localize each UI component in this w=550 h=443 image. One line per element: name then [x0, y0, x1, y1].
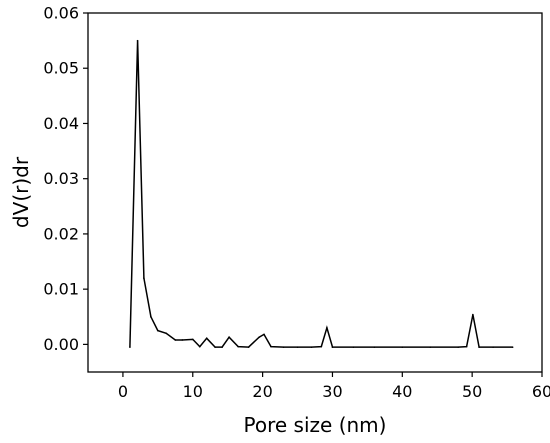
data-point: [331, 346, 334, 348]
data-point: [492, 346, 494, 348]
x-tick-label: 60: [532, 382, 550, 401]
data-point: [214, 346, 216, 348]
data-point: [326, 327, 328, 329]
data-point: [221, 346, 223, 348]
data-point: [401, 346, 404, 348]
x-axis-title: Pore size (nm): [244, 413, 387, 437]
x-tick-label: 40: [392, 382, 412, 401]
y-tick-label: 0.05: [43, 59, 79, 78]
data-point: [352, 346, 355, 348]
data-point: [150, 315, 152, 318]
data-point: [129, 346, 131, 348]
data-point: [472, 313, 474, 316]
series-layer: [129, 39, 514, 348]
x-axis: 0 10 20 30 40 50 60: [118, 372, 550, 401]
x-tick-label: 0: [118, 382, 128, 401]
data-point: [282, 346, 285, 348]
y-axis-title: dV(r)dr: [9, 156, 33, 228]
data-point: [310, 346, 313, 348]
y-tick-label: 0.04: [43, 114, 79, 133]
data-point: [270, 345, 272, 348]
data-point: [237, 345, 239, 348]
data-point: [478, 346, 480, 348]
data-point: [457, 346, 459, 348]
data-point: [205, 337, 208, 340]
data-point: [320, 345, 323, 348]
data-point: [258, 336, 260, 339]
y-tick-label: 0.00: [43, 335, 79, 354]
data-point: [228, 336, 230, 339]
y-tick-label: 0.01: [43, 280, 79, 299]
data-point: [165, 332, 168, 335]
series-line-0: [129, 40, 513, 348]
data-point: [247, 346, 250, 348]
y-tick-label: 0.06: [43, 4, 79, 23]
data-point: [465, 345, 468, 348]
data-point: [157, 329, 159, 332]
data-point: [136, 39, 139, 42]
plot-frame: [87, 12, 543, 373]
x-tick-label: 50: [462, 382, 482, 401]
data-point: [429, 346, 432, 348]
x-tick-label: 30: [322, 382, 342, 401]
data-point: [263, 333, 265, 336]
x-tick-label: 10: [183, 382, 203, 401]
data-point: [198, 345, 201, 348]
x-tick-label: 20: [252, 382, 272, 401]
data-point: [174, 339, 177, 341]
data-point: [511, 346, 514, 348]
y-axis: 0.00 0.01 0.02 0.03 0.04 0.05 0.06: [43, 4, 88, 354]
data-point: [373, 346, 376, 348]
y-tick-label: 0.02: [43, 224, 79, 243]
data-point: [181, 339, 184, 341]
data-point: [191, 338, 194, 341]
data-point: [296, 346, 299, 348]
data-point: [143, 277, 145, 279]
y-tick-label: 0.03: [43, 169, 79, 188]
